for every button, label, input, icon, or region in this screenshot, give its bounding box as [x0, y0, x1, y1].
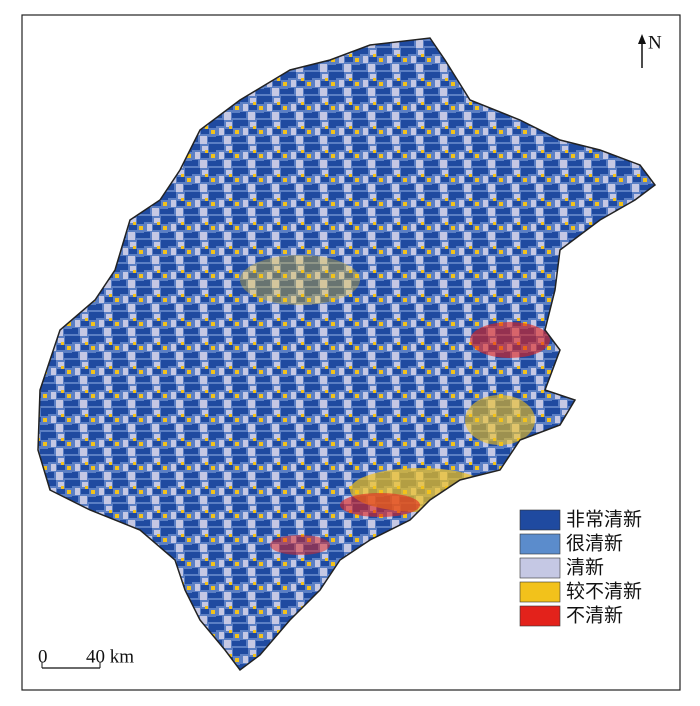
legend-swatch — [519, 533, 561, 555]
scale-start: 0 — [38, 646, 48, 667]
hotspot — [270, 535, 330, 555]
frame — [21, 14, 681, 691]
scale-end: 40 km — [86, 646, 134, 667]
legend-label: 不清新 — [566, 604, 623, 626]
hotspot — [240, 255, 360, 305]
legend-swatch — [519, 581, 561, 603]
hotspot — [465, 395, 535, 445]
coastline — [37, 37, 657, 672]
hotspot — [470, 322, 550, 358]
north-arrow-head — [638, 34, 646, 44]
legend-label: 清新 — [566, 556, 604, 578]
legend-swatch — [519, 605, 561, 627]
legend-swatch — [519, 509, 561, 531]
north-label: N — [648, 32, 662, 53]
hotspot — [340, 493, 420, 517]
legend-swatch — [519, 557, 561, 579]
legend-label: 较不清新 — [566, 580, 642, 602]
legend-label: 非常清新 — [566, 508, 642, 530]
legend-label: 很清新 — [566, 532, 623, 554]
